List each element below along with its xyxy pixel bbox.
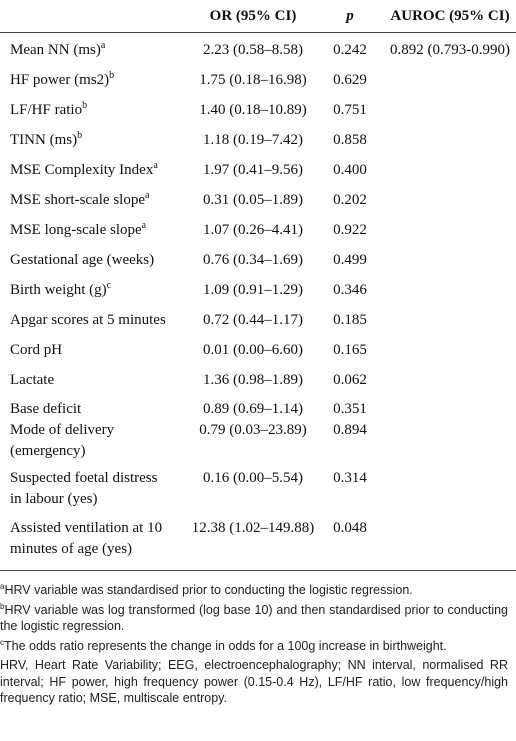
footnote-mark: b — [109, 70, 115, 81]
odds-ratio: 1.97 (0.41–9.56) — [203, 162, 303, 178]
p-value: 0.202 — [333, 192, 367, 208]
row-label: LF/HF ratio — [10, 102, 83, 118]
p-value: 0.185 — [333, 312, 367, 328]
bottom-rule — [0, 570, 516, 571]
odds-ratio: 0.76 (0.34–1.69) — [203, 252, 303, 268]
row-label: HF power (ms2) — [10, 72, 110, 88]
row-label: Gestational age (weeks) — [10, 252, 155, 268]
table-row: Birth weight (g)c 1.09 (0.91–1.29) 0.346 — [0, 277, 516, 307]
odds-ratio: 0.89 (0.69–1.14) — [203, 401, 303, 417]
table-row: Lactate 1.36 (0.98–1.89) 0.062 — [0, 367, 516, 397]
row-label: Mode of delivery — [10, 422, 115, 438]
p-value: 0.400 — [333, 162, 367, 178]
row-label: Suspected foetal distress — [10, 470, 158, 486]
footnote-mark: b — [82, 100, 88, 111]
table-row: Suspected foetal distress in labour (yes… — [0, 464, 516, 514]
odds-ratio: 1.40 (0.18–10.89) — [199, 102, 307, 118]
table-row: Cord pH 0.01 (0.00–6.60) 0.165 — [0, 337, 516, 367]
p-value: 0.165 — [333, 342, 367, 358]
p-value: 0.629 — [333, 72, 367, 88]
table-row: HF power (ms2)b 1.75 (0.18–16.98) 0.629 — [0, 67, 516, 97]
odds-ratio: 0.72 (0.44–1.17) — [203, 312, 303, 328]
footnote-a: aHRV variable was standardised prior to … — [0, 581, 413, 597]
p-value: 0.314 — [333, 470, 367, 486]
p-value: 0.351 — [333, 401, 367, 417]
abbreviations-note: HRV, Heart Rate Variability; EEG, electr… — [0, 658, 508, 705]
odds-ratio: 1.36 (0.98–1.89) — [203, 372, 303, 388]
table-row: TINN (ms)b 1.18 (0.19–7.42) 0.858 — [0, 127, 516, 157]
footnote-mark: c — [106, 280, 112, 291]
row-label: MSE short-scale slope — [10, 192, 145, 208]
footnotes: aHRV variable was standardised prior to … — [0, 582, 508, 710]
odds-ratio: 0.31 (0.05–1.89) — [203, 192, 303, 208]
header-or: OR (95% CI) — [209, 8, 297, 24]
p-value: 0.858 — [333, 132, 367, 148]
p-value: 0.922 — [333, 222, 367, 238]
row-label: Apgar scores at 5 minutes — [10, 312, 166, 328]
odds-ratio: 0.01 (0.00–6.60) — [203, 342, 303, 358]
row-label: Cord pH — [10, 342, 63, 358]
footnote-mark: a — [0, 581, 5, 591]
table-row: Gestational age (weeks) 0.76 (0.34–1.69)… — [0, 247, 516, 277]
row-label: Mean NN (ms) — [10, 42, 101, 58]
footnote-mark: a — [153, 160, 158, 171]
row-label: MSE Complexity Index — [10, 162, 154, 178]
auroc-value: 0.892 (0.793-0.990) — [390, 42, 510, 58]
table-row: Apgar scores at 5 minutes 0.72 (0.44–1.1… — [0, 307, 516, 337]
row-label-continued: in labour (yes) — [10, 491, 98, 507]
row-label-continued: minutes of age (yes) — [10, 541, 133, 557]
p-value: 0.062 — [333, 372, 367, 388]
p-value: 0.048 — [333, 520, 367, 536]
footnote-mark: c — [0, 637, 4, 647]
header-p: p — [346, 8, 354, 24]
odds-ratio: 1.75 (0.18–16.98) — [199, 72, 307, 88]
header-rule — [0, 32, 516, 33]
table-row: Assisted ventilation at 10 minutes of ag… — [0, 514, 516, 566]
footnote-mark: a — [141, 220, 147, 231]
footnote-c: cThe odds ratio represents the change in… — [0, 637, 447, 653]
p-value: 0.751 — [333, 102, 367, 118]
row-label: Birth weight (g) — [10, 282, 107, 298]
row-label: Base deficit — [10, 401, 82, 417]
row-label: TINN (ms) — [10, 132, 78, 148]
odds-ratio: 1.09 (0.91–1.29) — [203, 282, 303, 298]
table-row: MSE short-scale slopea 0.31 (0.05–1.89) … — [0, 187, 516, 217]
p-value: 0.242 — [333, 42, 367, 58]
footnote-mark: b — [0, 601, 5, 611]
footnote-mark: a — [100, 40, 106, 51]
table-row: MSE long-scale slopea 1.07 (0.26–4.41) 0… — [0, 217, 516, 247]
odds-ratio: 1.18 (0.19–7.42) — [203, 132, 303, 148]
table-row: Mode of delivery (emergency) 0.79 (0.03–… — [0, 418, 516, 464]
row-label: Assisted ventilation at 10 — [10, 520, 163, 536]
row-label: MSE long-scale slope — [10, 222, 142, 238]
table-row: Mean NN (ms)a 2.23 (0.58–8.58) 0.242 0.8… — [0, 37, 516, 67]
table-row: Base deficit 0.89 (0.69–1.14) 0.351 — [0, 397, 516, 417]
table-row: LF/HF ratiob 1.40 (0.18–10.89) 0.751 — [0, 97, 516, 127]
footnote-mark: b — [77, 130, 83, 141]
row-label: Lactate — [10, 372, 55, 388]
footnote-mark: a — [144, 190, 150, 201]
odds-ratio: 0.16 (0.00–5.54) — [203, 470, 303, 486]
p-value: 0.894 — [333, 422, 367, 438]
header-auroc: AUROC (95% CI) — [390, 8, 510, 24]
row-label-continued: (emergency) — [10, 443, 86, 459]
table-row: MSE Complexity Indexa 1.97 (0.41–9.56) 0… — [0, 157, 516, 187]
odds-ratio: 2.23 (0.58–8.58) — [203, 42, 303, 58]
odds-ratio: 1.07 (0.26–4.41) — [203, 222, 303, 238]
odds-ratio: 0.79 (0.03–23.89) — [199, 422, 307, 438]
p-value: 0.346 — [333, 282, 367, 298]
p-value: 0.499 — [333, 252, 367, 268]
odds-ratio: 12.38 (1.02–149.88) — [191, 520, 315, 536]
footnote-b: bHRV variable was log transformed (log b… — [0, 601, 508, 633]
